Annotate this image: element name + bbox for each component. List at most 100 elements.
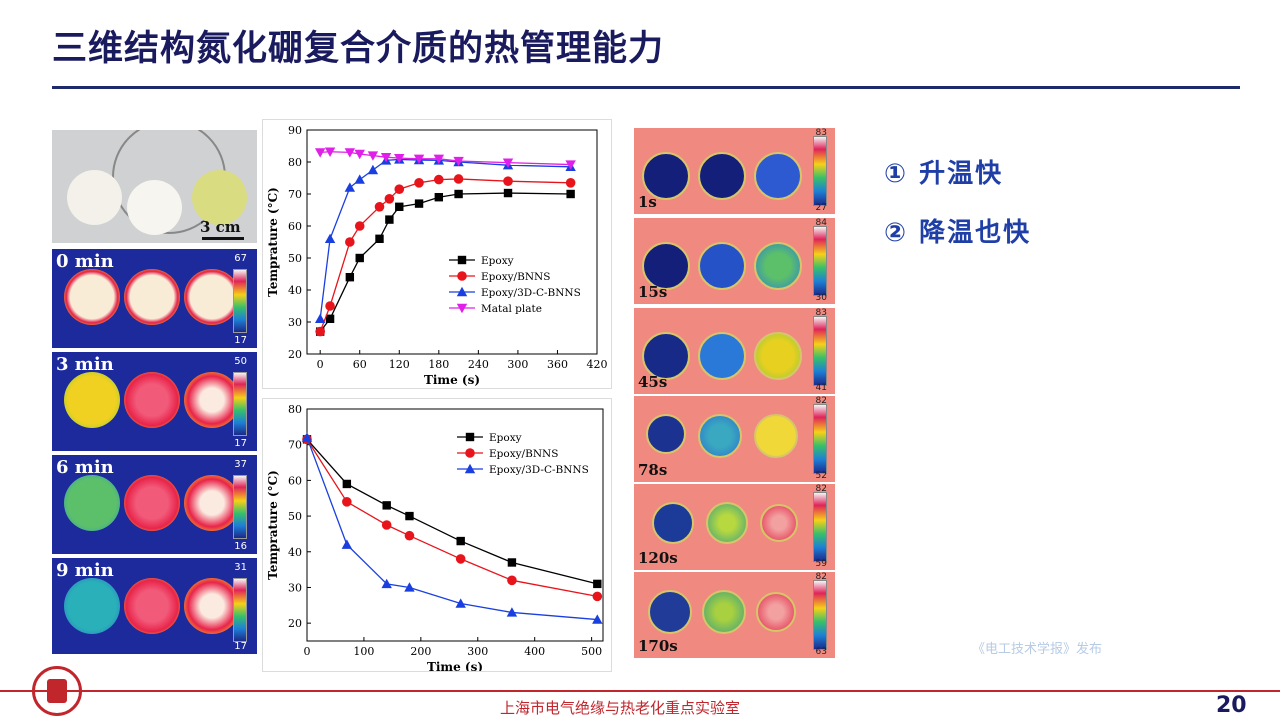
square-marker xyxy=(395,202,404,211)
sample-disc-epoxy xyxy=(67,170,122,225)
legend-label: Epoxy xyxy=(481,255,514,267)
page-title: 三维结构氮化硼复合介质的热管理能力 xyxy=(52,29,665,69)
colorbar xyxy=(813,492,827,562)
circle-marker xyxy=(465,448,475,458)
x-tick-label: 200 xyxy=(410,645,431,658)
colorbar-max: 31 xyxy=(234,562,247,573)
colorbar-min: 63 xyxy=(815,647,827,657)
colorbar-max: 50 xyxy=(234,356,247,367)
y-tick-label: 70 xyxy=(288,188,302,201)
circle-marker xyxy=(434,174,444,185)
triangle-marker xyxy=(404,582,415,592)
legend-label: Epoxy/BNNS xyxy=(481,271,550,283)
y-tick-label: 30 xyxy=(288,316,302,329)
y-axis-label: Temprature (°C) xyxy=(266,470,280,580)
square-marker xyxy=(457,255,467,265)
title-divider xyxy=(52,86,1240,89)
heat-spot xyxy=(754,152,802,200)
triangle-marker xyxy=(592,614,603,624)
heat-spot xyxy=(642,332,690,380)
heat-spot xyxy=(64,475,120,531)
heat-spot xyxy=(64,372,120,428)
square-marker xyxy=(566,189,575,199)
thermal-image-1s: 83 27 1s xyxy=(634,128,835,214)
y-tick-label: 40 xyxy=(288,546,302,559)
thermal-label: 170s xyxy=(638,637,678,655)
x-tick-label: 400 xyxy=(524,645,545,658)
colorbar-max: 67 xyxy=(234,253,247,264)
circle-marker xyxy=(381,520,392,530)
triangle-down-marker xyxy=(502,158,514,168)
colorbar xyxy=(233,578,247,642)
square-marker xyxy=(375,234,384,243)
heat-spot xyxy=(756,592,796,632)
colorbar xyxy=(233,372,247,436)
square-marker xyxy=(503,188,513,198)
colorbar xyxy=(813,580,827,650)
y-tick-label: 40 xyxy=(288,284,302,297)
heat-spot xyxy=(124,372,180,428)
y-tick-label: 60 xyxy=(288,220,302,233)
y-tick-label: 30 xyxy=(288,581,302,594)
circle-marker xyxy=(457,271,467,281)
thermal-label: 45s xyxy=(638,373,668,391)
triangle-marker xyxy=(354,174,365,184)
colorbar-max: 82 xyxy=(815,396,827,406)
y-tick-label: 80 xyxy=(288,156,302,169)
square-marker xyxy=(342,479,352,489)
heat-spot xyxy=(698,332,746,380)
series-line xyxy=(320,151,571,166)
y-tick-label: 60 xyxy=(288,474,302,487)
watermark: 《电工技术学报》发布 xyxy=(972,642,1103,657)
thermal-label: 3 min xyxy=(56,354,114,375)
heat-spot xyxy=(698,242,746,290)
thermal-label: 1s xyxy=(638,193,657,211)
colorbar-max: 82 xyxy=(815,572,827,582)
square-marker xyxy=(355,253,364,263)
x-tick-label: 0 xyxy=(304,645,311,658)
series-line xyxy=(306,438,598,585)
y-tick-label: 20 xyxy=(288,348,302,361)
x-tick-label: 240 xyxy=(468,358,489,371)
colorbar xyxy=(813,226,827,296)
heat-spot xyxy=(184,269,240,325)
circle-marker xyxy=(384,194,395,204)
colorbar xyxy=(813,316,827,386)
legend-label: Epoxy/3D-C-BNNS xyxy=(489,464,589,476)
colorbar xyxy=(233,269,247,333)
thermal-image-170s: 82 63 170s xyxy=(634,572,835,658)
triangle-marker xyxy=(301,432,313,442)
colorbar-min: 41 xyxy=(815,383,827,393)
thermal-image-6min: 6 min 37 16 xyxy=(52,455,257,554)
circle-marker xyxy=(503,176,513,186)
triangle-down-marker xyxy=(394,153,405,164)
y-tick-label: 90 xyxy=(288,124,302,137)
heat-spot xyxy=(642,242,690,290)
triangle-down-marker xyxy=(433,154,445,164)
triangle-down-marker xyxy=(367,151,379,161)
square-marker xyxy=(454,189,463,199)
heat-spot xyxy=(760,504,798,542)
x-axis-label: Time (s) xyxy=(424,373,480,387)
heat-spot xyxy=(124,475,180,531)
colorbar-min: 27 xyxy=(815,203,827,213)
x-tick-label: 100 xyxy=(353,645,374,658)
sample-disc-3d xyxy=(192,170,247,225)
heat-spot xyxy=(706,502,748,544)
circle-marker xyxy=(453,174,464,184)
heat-spot xyxy=(652,502,694,544)
heat-spot xyxy=(184,578,240,634)
footer-divider xyxy=(0,690,1280,692)
triangle-marker xyxy=(456,286,468,297)
heat-spot xyxy=(702,590,746,634)
y-tick-label: 50 xyxy=(288,510,302,523)
colorbar-min: 30 xyxy=(815,293,827,303)
square-marker xyxy=(405,511,414,521)
colorbar-max: 37 xyxy=(234,459,247,470)
x-tick-label: 360 xyxy=(547,358,568,371)
square-marker xyxy=(345,273,355,282)
heat-spot xyxy=(64,269,120,325)
square-marker xyxy=(465,432,475,442)
thermal-image-0min: 0 min 67 17 xyxy=(52,249,257,348)
y-tick-label: 20 xyxy=(288,617,302,630)
